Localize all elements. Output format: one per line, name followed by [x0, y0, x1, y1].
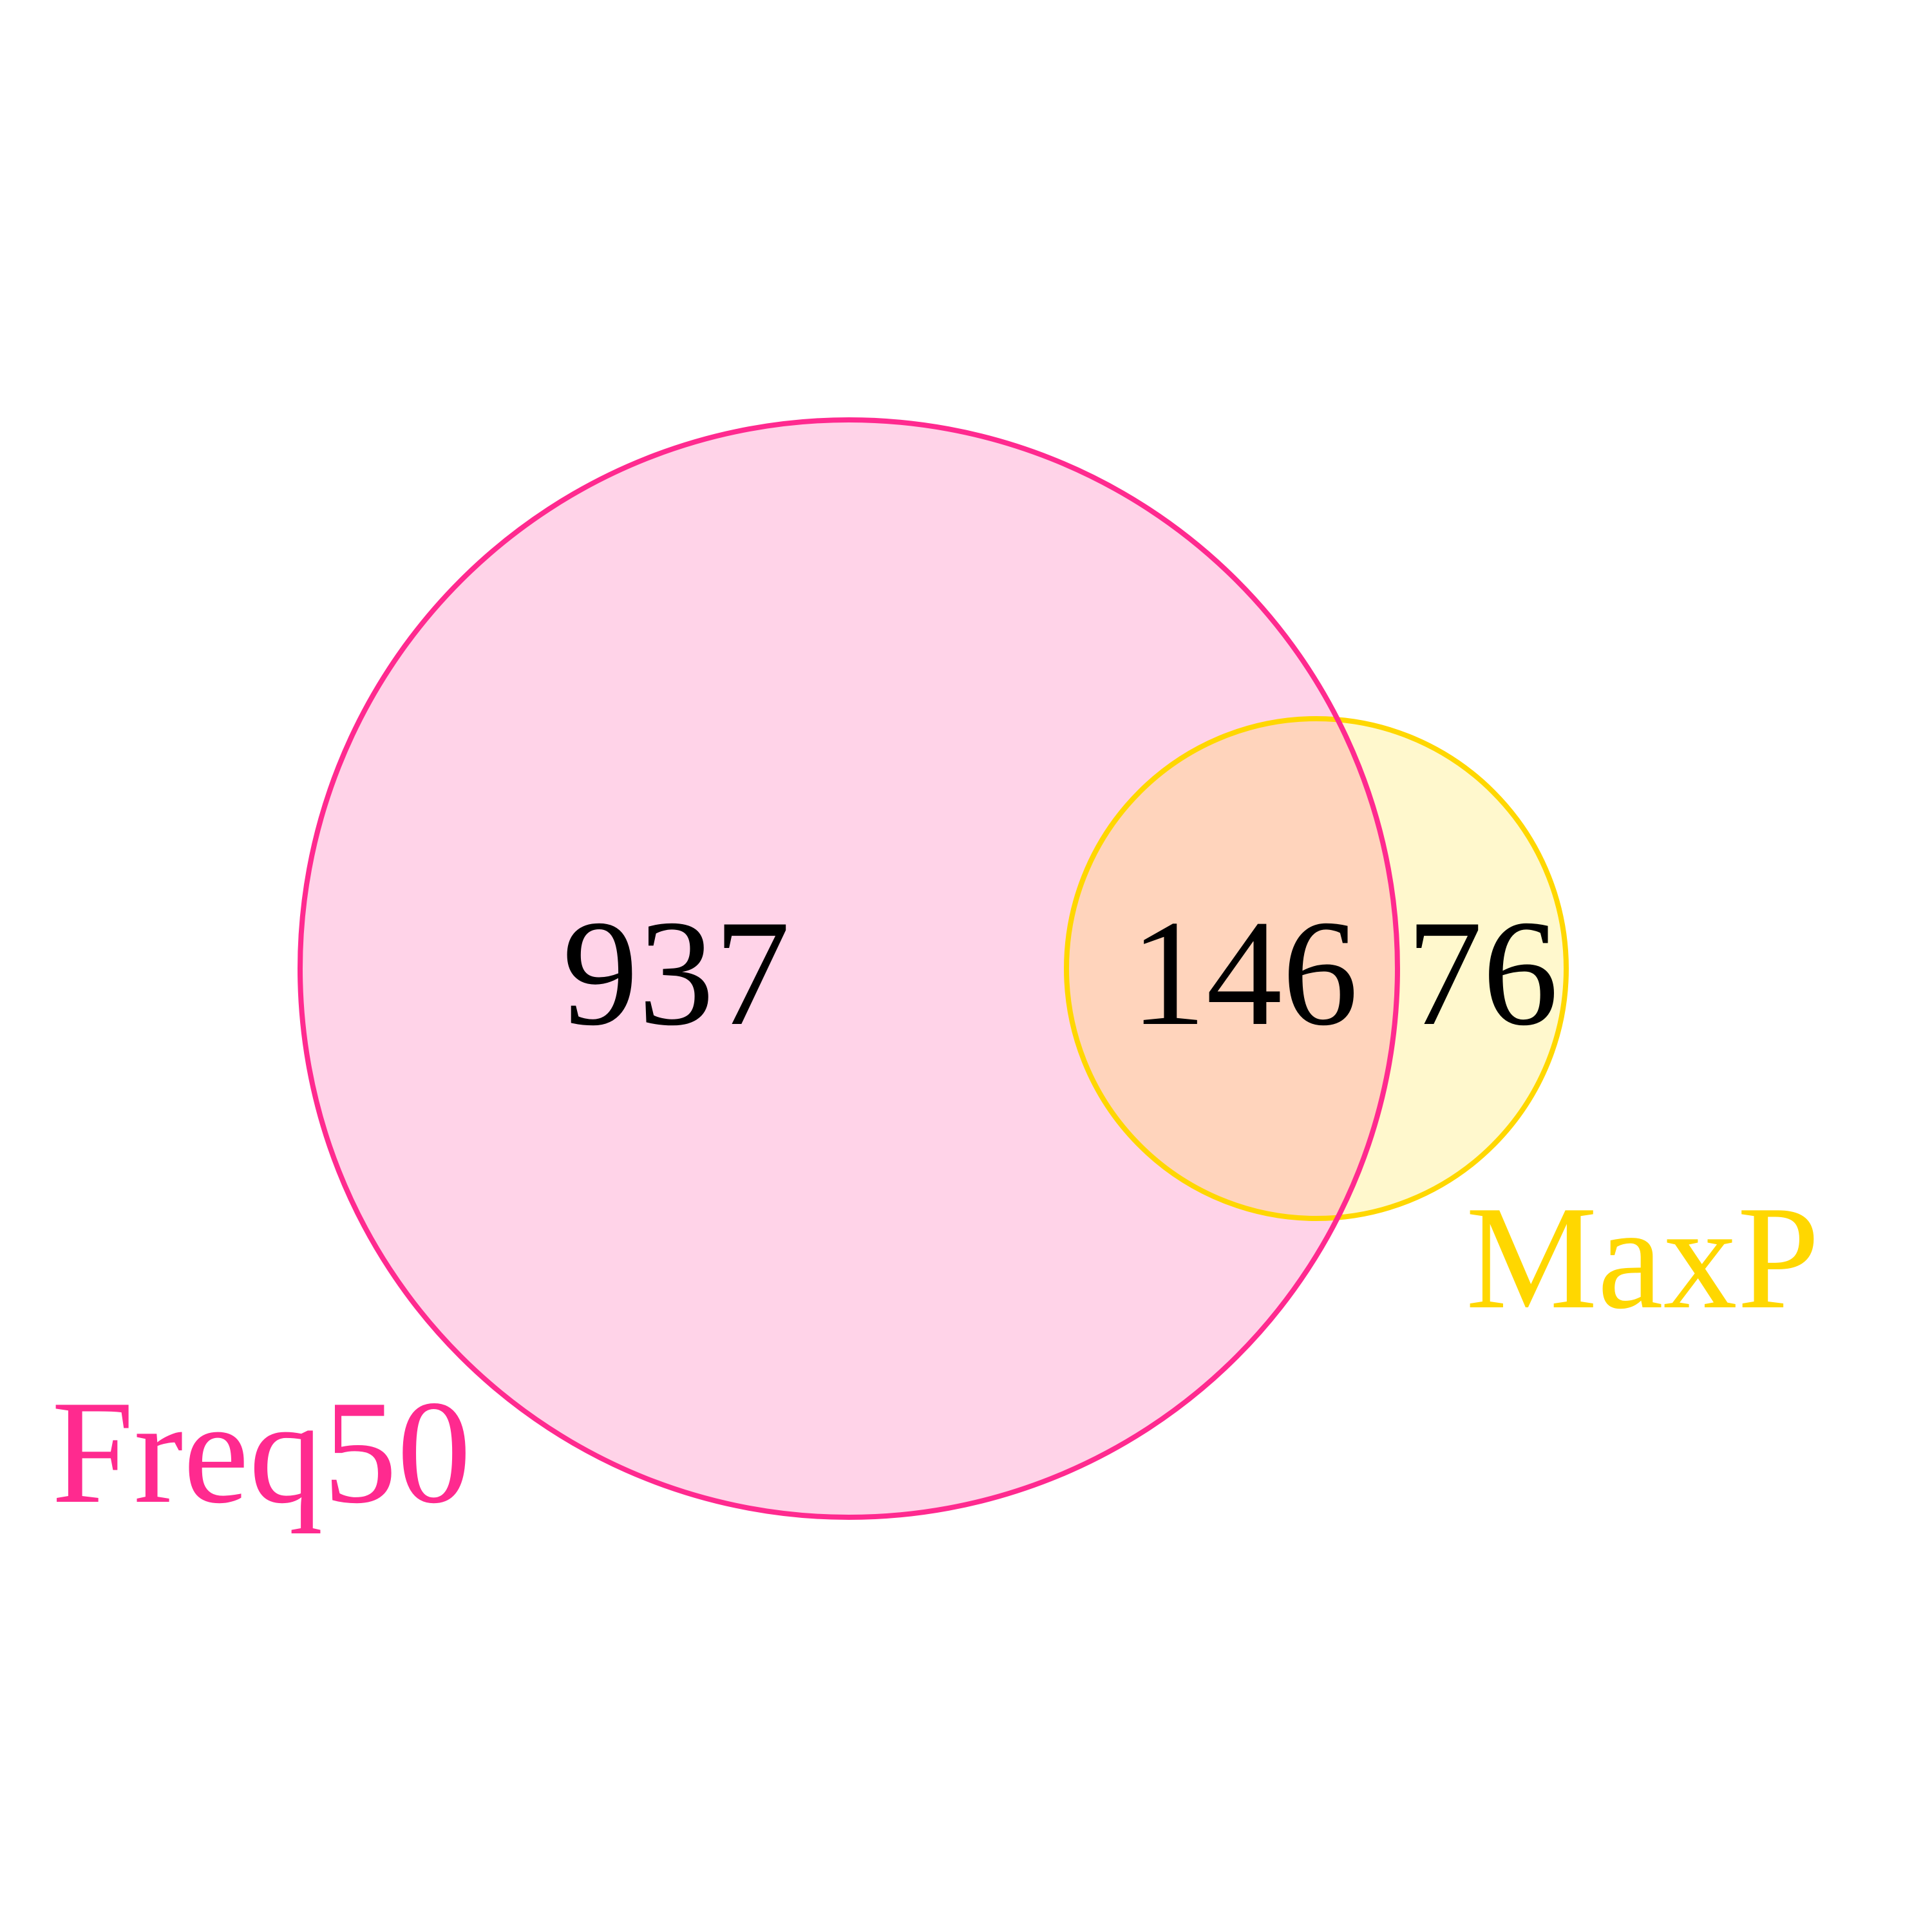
freq50-only-count: 937 [562, 889, 790, 1057]
freq50-set-label: Freq50 [52, 1370, 471, 1534]
maxp-circle-outline [1064, 716, 1569, 1221]
maxp-only-count: 76 [1406, 889, 1558, 1057]
intersection-count: 146 [1130, 889, 1358, 1057]
freq50-circle-outline [298, 417, 1400, 1520]
intersection-region [1066, 719, 1397, 1218]
maxp-set-label: MaxP [1466, 1175, 1820, 1340]
freq50-circle-fill [300, 420, 1397, 1517]
